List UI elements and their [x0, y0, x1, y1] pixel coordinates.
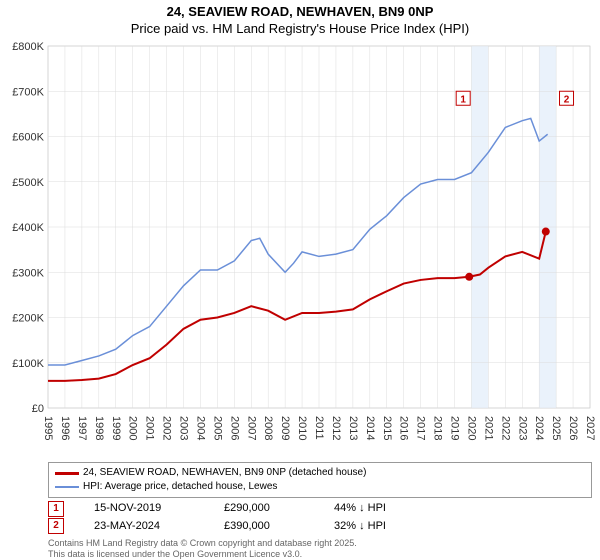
- legend: 24, SEAVIEW ROAD, NEWHAVEN, BN9 0NP (det…: [48, 462, 592, 498]
- marker-2-icon: 2: [48, 518, 64, 534]
- svg-text:£700K: £700K: [12, 86, 44, 98]
- svg-text:2000: 2000: [127, 416, 139, 440]
- tx-delta: 44% ↓ HPI: [334, 500, 386, 518]
- svg-text:2014: 2014: [364, 416, 376, 440]
- svg-text:2007: 2007: [245, 416, 257, 440]
- svg-text:2019: 2019: [449, 416, 461, 440]
- chart-title-line2: Price paid vs. HM Land Registry's House …: [0, 21, 600, 40]
- svg-text:1: 1: [460, 94, 466, 105]
- svg-text:1995: 1995: [42, 416, 54, 440]
- svg-text:2009: 2009: [279, 416, 291, 440]
- legend-row-paid: 24, SEAVIEW ROAD, NEWHAVEN, BN9 0NP (det…: [55, 466, 585, 480]
- svg-text:2003: 2003: [178, 416, 190, 440]
- svg-text:£400K: £400K: [12, 222, 44, 234]
- svg-text:£500K: £500K: [12, 177, 44, 189]
- footer-line2: This data is licensed under the Open Gov…: [48, 549, 357, 560]
- footer: Contains HM Land Registry data © Crown c…: [48, 538, 357, 560]
- svg-text:2002: 2002: [161, 416, 173, 440]
- svg-text:1996: 1996: [59, 416, 71, 440]
- svg-text:2023: 2023: [516, 416, 528, 440]
- svg-text:2020: 2020: [465, 416, 477, 440]
- svg-text:2021: 2021: [482, 416, 494, 440]
- svg-text:2008: 2008: [262, 416, 274, 440]
- legend-swatch-hpi: [55, 486, 79, 488]
- table-row: 2 23-MAY-2024 £390,000 32% ↓ HPI: [48, 518, 578, 536]
- legend-label-paid: 24, SEAVIEW ROAD, NEWHAVEN, BN9 0NP (det…: [83, 466, 366, 480]
- svg-text:2024: 2024: [533, 416, 545, 440]
- svg-text:£600K: £600K: [12, 131, 44, 143]
- svg-text:2017: 2017: [415, 416, 427, 440]
- footer-line1: Contains HM Land Registry data © Crown c…: [48, 538, 357, 549]
- svg-text:£800K: £800K: [12, 41, 44, 53]
- tx-price: £290,000: [224, 500, 304, 518]
- svg-text:2018: 2018: [432, 416, 444, 440]
- tx-date: 23-MAY-2024: [94, 518, 194, 536]
- line-chart: £0 £100K £200K £300K £400K £500K £600K £700K £80…: [0, 40, 600, 460]
- svg-text:£300K: £300K: [12, 267, 44, 279]
- svg-text:2016: 2016: [398, 416, 410, 440]
- tx-date: 15-NOV-2019: [94, 500, 194, 518]
- svg-text:2026: 2026: [567, 416, 579, 440]
- svg-text:2011: 2011: [313, 416, 325, 440]
- svg-text:1999: 1999: [110, 416, 122, 440]
- svg-text:2015: 2015: [381, 416, 393, 440]
- svg-text:2006: 2006: [228, 416, 240, 440]
- chart-container: 24, SEAVIEW ROAD, NEWHAVEN, BN9 0NP Pric…: [0, 0, 600, 560]
- tx-delta: 32% ↓ HPI: [334, 518, 386, 536]
- legend-swatch-paid: [55, 472, 79, 475]
- svg-text:2013: 2013: [347, 416, 359, 440]
- tx-price: £390,000: [224, 518, 304, 536]
- svg-text:£200K: £200K: [12, 312, 44, 324]
- legend-label-hpi: HPI: Average price, detached house, Lewe…: [83, 480, 277, 494]
- svg-text:2: 2: [564, 94, 570, 105]
- svg-text:2010: 2010: [296, 416, 308, 440]
- svg-text:2012: 2012: [330, 416, 342, 440]
- svg-text:2001: 2001: [144, 416, 156, 440]
- svg-text:2027: 2027: [584, 416, 596, 440]
- transactions-table: 1 15-NOV-2019 £290,000 44% ↓ HPI 2 23-MA…: [48, 500, 578, 535]
- svg-text:2004: 2004: [194, 416, 206, 440]
- svg-text:£0: £0: [32, 403, 44, 415]
- marker-1-icon: 1: [48, 501, 64, 517]
- svg-text:£100K: £100K: [12, 358, 44, 370]
- svg-text:2025: 2025: [550, 416, 562, 440]
- svg-text:2022: 2022: [499, 416, 511, 440]
- svg-text:1997: 1997: [76, 416, 88, 440]
- legend-row-hpi: HPI: Average price, detached house, Lewe…: [55, 480, 585, 494]
- table-row: 1 15-NOV-2019 £290,000 44% ↓ HPI: [48, 500, 578, 518]
- svg-text:2005: 2005: [211, 416, 223, 440]
- chart-title-line1: 24, SEAVIEW ROAD, NEWHAVEN, BN9 0NP: [0, 0, 600, 21]
- svg-text:1998: 1998: [93, 416, 105, 440]
